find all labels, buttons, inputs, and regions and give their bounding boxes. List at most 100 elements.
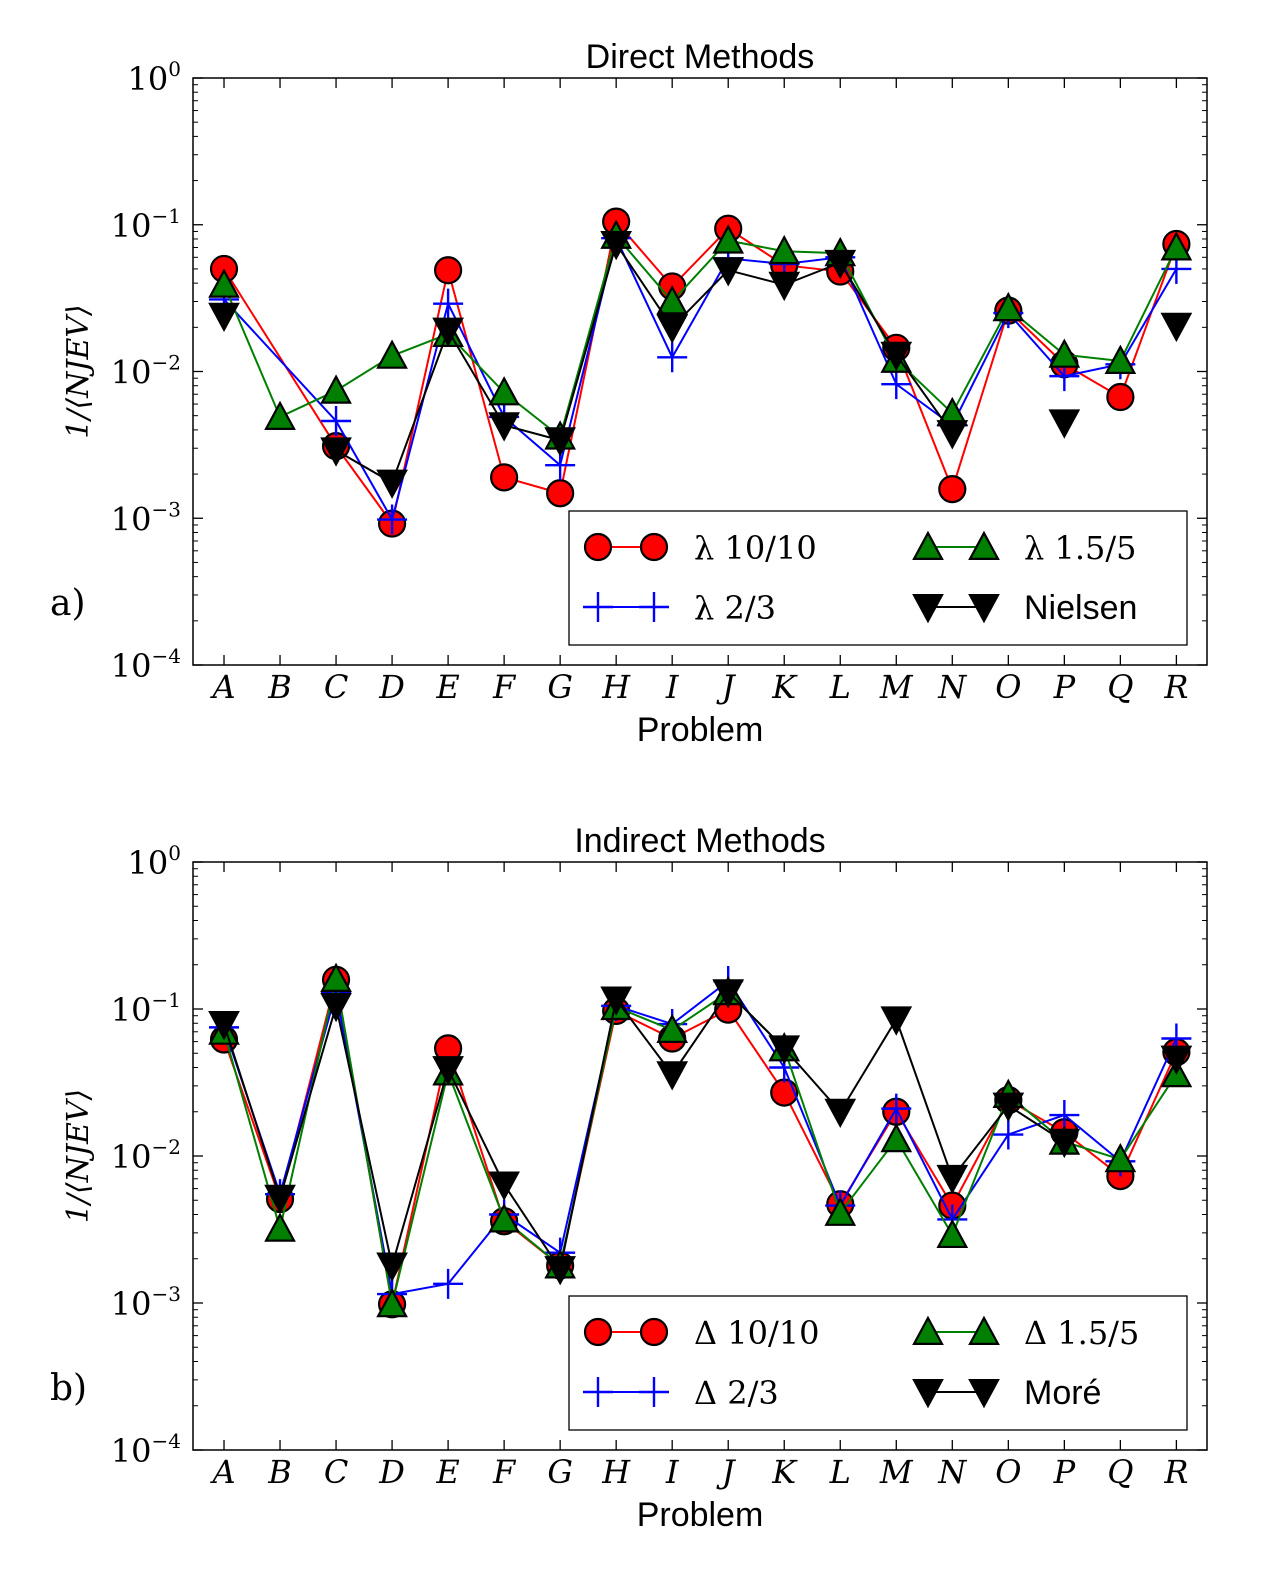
y-tick-label: 10−3: [111, 1282, 181, 1323]
tick-base: 10: [111, 1432, 152, 1470]
data-point: [992, 291, 1025, 322]
x-axis-label: Problem: [637, 1496, 764, 1534]
data-point: [376, 469, 408, 499]
legend-item: Moré: [912, 1374, 1101, 1412]
y-tick-label: 10−2: [111, 351, 181, 392]
data-point: [656, 285, 689, 315]
legend: Δ 10/10 Δ 2/3 Δ 1.5/5 Moré: [568, 1295, 1188, 1431]
data-point: [433, 288, 464, 319]
y-tick-label: 100: [128, 57, 181, 98]
data-point: [264, 400, 296, 430]
data-point: [992, 1092, 1025, 1122]
legend-marker: [639, 532, 669, 562]
x-tick-label: K: [771, 668, 798, 706]
data-point: [433, 256, 463, 285]
tick-base: 10: [111, 647, 152, 685]
x-axis-label: Problem: [637, 711, 764, 749]
y-tick-label: 100: [128, 841, 181, 882]
data-point: [546, 479, 575, 508]
x-tick-label: I: [665, 1453, 680, 1491]
data-point: [881, 369, 912, 400]
data-point: [657, 342, 688, 373]
legend-label: Δ 1.5/5: [1024, 1314, 1139, 1352]
data-point: [768, 271, 801, 302]
data-point: [432, 1056, 464, 1086]
x-tick-label: D: [378, 1453, 405, 1491]
legend-marker: [583, 1317, 613, 1347]
data-point: [490, 463, 519, 492]
series-line: [223, 979, 1178, 1305]
data-point: [656, 314, 689, 344]
legend-item: Δ 2/3: [583, 1374, 779, 1412]
series-triangle-up: [208, 219, 1193, 450]
data-point: [1160, 231, 1193, 261]
tick-base: 10: [111, 991, 152, 1029]
legend-item: Nielsen: [912, 589, 1137, 627]
data-point: [488, 376, 520, 406]
y-tick-label: 10−4: [111, 644, 181, 685]
series-line: [223, 978, 1178, 1305]
data-point: [376, 339, 408, 369]
y-axis-label: 1/⟨NJEV⟩: [61, 304, 96, 438]
data-point: [208, 1011, 240, 1041]
tick-exponent: −3: [152, 1282, 181, 1306]
data-point: [600, 230, 633, 261]
data-point: [1106, 382, 1135, 412]
data-point: [488, 1203, 520, 1233]
x-tick-label: R: [1163, 1453, 1188, 1491]
x-tick-label: B: [267, 1453, 292, 1491]
x-tick-label: C: [324, 668, 348, 706]
x-tick-label: L: [829, 668, 851, 706]
data-point: [993, 1119, 1024, 1150]
panel-label: b): [50, 1368, 87, 1409]
tick-exponent: −1: [152, 988, 181, 1012]
x-tick-label: L: [829, 1453, 851, 1491]
x-tick-label: H: [601, 668, 631, 706]
x-tick-label: I: [665, 668, 680, 706]
x-tick-label: P: [1053, 1453, 1076, 1491]
legend-marker: [968, 1379, 1000, 1409]
y-tick-label: 10−1: [111, 988, 181, 1029]
data-point: [1160, 1045, 1193, 1075]
x-tick-label: M: [879, 668, 914, 706]
data-point: [488, 1171, 520, 1201]
tick-exponent: 0: [168, 841, 181, 865]
x-tick-label: O: [995, 1453, 1021, 1491]
data-point: [880, 1122, 913, 1153]
legend-marker: [583, 592, 613, 622]
x-tick-label: Q: [1107, 1453, 1133, 1491]
x-tick-label: N: [937, 1453, 967, 1491]
legend-item: λ 10/10: [583, 529, 817, 567]
data-point: [432, 317, 464, 347]
series-line: [223, 235, 1178, 523]
data-point: [824, 249, 857, 280]
legend-label: λ 10/10: [694, 529, 817, 567]
legend-frame: [568, 1295, 1188, 1431]
tick-exponent: 0: [168, 57, 181, 81]
data-point: [320, 962, 352, 992]
series-triangle-down: [208, 979, 1193, 1286]
legend-marker: [912, 1379, 944, 1409]
legend-marker: [968, 530, 1000, 560]
tick-exponent: −2: [152, 1135, 181, 1159]
x-tick-label: H: [601, 1453, 631, 1491]
tick-exponent: −4: [152, 644, 181, 668]
series-circle: [209, 965, 1191, 1319]
data-point: [824, 1196, 857, 1226]
series-plus: [209, 966, 1192, 1310]
data-point: [320, 374, 352, 404]
tick-base: 10: [111, 1285, 152, 1323]
data-point: [1049, 1100, 1080, 1131]
legend-label: λ 1.5/5: [1024, 529, 1136, 567]
data-point: [600, 986, 633, 1016]
tick-base: 10: [111, 354, 152, 392]
legend-item: Δ 10/10: [583, 1314, 820, 1352]
y-tick-label: 10−4: [111, 1429, 181, 1470]
legend-marker: [639, 1377, 669, 1407]
legend: λ 10/10 λ 2/3 λ 1.5/5 Nielsen: [568, 510, 1188, 646]
data-point: [377, 504, 408, 535]
data-point: [938, 474, 967, 504]
data-point: [824, 1098, 857, 1129]
chart-title: Direct Methods: [586, 38, 815, 76]
